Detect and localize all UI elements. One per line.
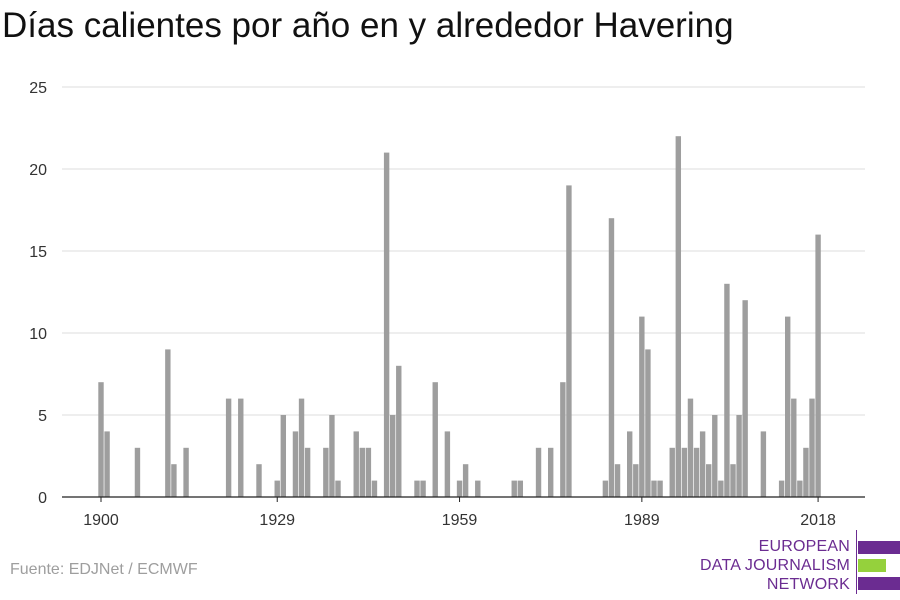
bar-1938	[329, 415, 335, 497]
bar-1947	[383, 152, 390, 497]
bar-1955	[432, 382, 438, 497]
bar-1984	[608, 218, 615, 497]
x-tick-label-2018: 2018	[800, 512, 836, 529]
logo-bar-purple-bottom	[858, 577, 900, 590]
gridlines	[62, 86, 865, 416]
bar-2013	[785, 316, 791, 497]
bar-1953	[420, 480, 426, 497]
y-tick-label-5: 5	[38, 408, 47, 425]
bar-1901	[104, 431, 110, 497]
bar-1987	[627, 431, 633, 497]
chart-title: Días calientes por año en y alrededor Ha…	[2, 6, 734, 45]
bar-1948	[390, 415, 396, 497]
y-tick-label-0: 0	[38, 490, 47, 507]
bar-1998	[693, 447, 700, 497]
bar-1943	[359, 447, 366, 497]
bar-2014	[791, 398, 797, 497]
bar-1962	[475, 480, 481, 497]
edjnet-logo: EUROPEAN DATA JOURNALISM NETWORK	[700, 530, 900, 596]
bar-2009	[760, 431, 767, 497]
bar-1949	[396, 365, 402, 497]
bar-1900	[98, 382, 104, 497]
bar-1976	[560, 382, 566, 497]
bar-2006	[742, 300, 748, 497]
bar-1959	[456, 480, 463, 497]
y-tick-label-10: 10	[29, 326, 47, 343]
bar-1999	[699, 431, 706, 497]
bar-2004	[730, 464, 736, 497]
bar-2012	[778, 480, 785, 497]
y-tick-label-20: 20	[29, 162, 47, 179]
x-tick-label-1900: 1900	[83, 512, 119, 529]
bar-2017	[809, 398, 815, 497]
bar-1911	[165, 349, 171, 497]
bar-1937	[323, 447, 329, 497]
bar-1994	[669, 447, 675, 497]
bar-1929	[274, 480, 280, 497]
bars	[98, 136, 821, 497]
logo-line-1: EUROPEAN	[758, 538, 850, 555]
bar-1974	[548, 447, 554, 497]
logo-bar-green	[858, 559, 886, 572]
bar-1945	[371, 480, 378, 497]
bar-2018	[815, 234, 821, 497]
bar-2005	[736, 415, 742, 497]
bar-1996	[681, 447, 688, 497]
bar-1921	[225, 398, 232, 497]
bar-1990	[645, 349, 651, 497]
bar-1977	[566, 185, 572, 497]
bar-1960	[462, 464, 469, 497]
bar-2001	[712, 415, 718, 497]
bar-1932	[292, 431, 299, 497]
x-tick-label-1959: 1959	[442, 512, 478, 529]
logo-divider	[856, 530, 857, 594]
bar-1923	[238, 398, 244, 497]
bar-1912	[171, 464, 177, 497]
bar-1992	[657, 480, 663, 497]
bar-1942	[353, 431, 359, 497]
bar-1995	[675, 136, 682, 497]
bar-1957	[444, 431, 451, 497]
logo-bar-purple-top	[858, 541, 900, 554]
bar-1989	[639, 316, 645, 497]
bar-2016	[803, 447, 809, 497]
source-note: Fuente: EDJNet / ECMWF	[10, 561, 198, 578]
logo-line-2: DATA JOURNALISM	[700, 557, 850, 574]
y-tick-label-15: 15	[29, 244, 47, 261]
bar-1933	[298, 398, 305, 497]
bar-2002	[718, 480, 724, 497]
bar-1983	[602, 480, 609, 497]
bar-1952	[414, 480, 420, 497]
bar-1906	[134, 447, 141, 497]
bar-1969	[517, 480, 524, 497]
bar-1944	[365, 447, 372, 497]
bar-1972	[535, 447, 542, 497]
y-tick-label-25: 25	[29, 80, 47, 97]
logo-line-3: NETWORK	[766, 576, 850, 593]
x-tick-label-1929: 1929	[259, 512, 295, 529]
bar-1930	[280, 415, 287, 497]
bar-1985	[614, 464, 621, 497]
bar-1939	[335, 480, 341, 497]
bar-2000	[706, 464, 712, 497]
bar-1968	[511, 480, 517, 497]
bar-2015	[797, 480, 803, 497]
bar-1934	[304, 447, 311, 497]
bar-1914	[183, 447, 189, 497]
axes: 0 5 10 15 20 25 1900 1929 1959 1989 2018	[29, 80, 865, 529]
bar-1997	[687, 398, 694, 497]
bar-1991	[651, 480, 657, 497]
bar-1988	[633, 464, 639, 497]
x-tick-label-1989: 1989	[624, 512, 660, 529]
bar-1926	[256, 464, 262, 497]
bar-2003	[724, 283, 730, 497]
